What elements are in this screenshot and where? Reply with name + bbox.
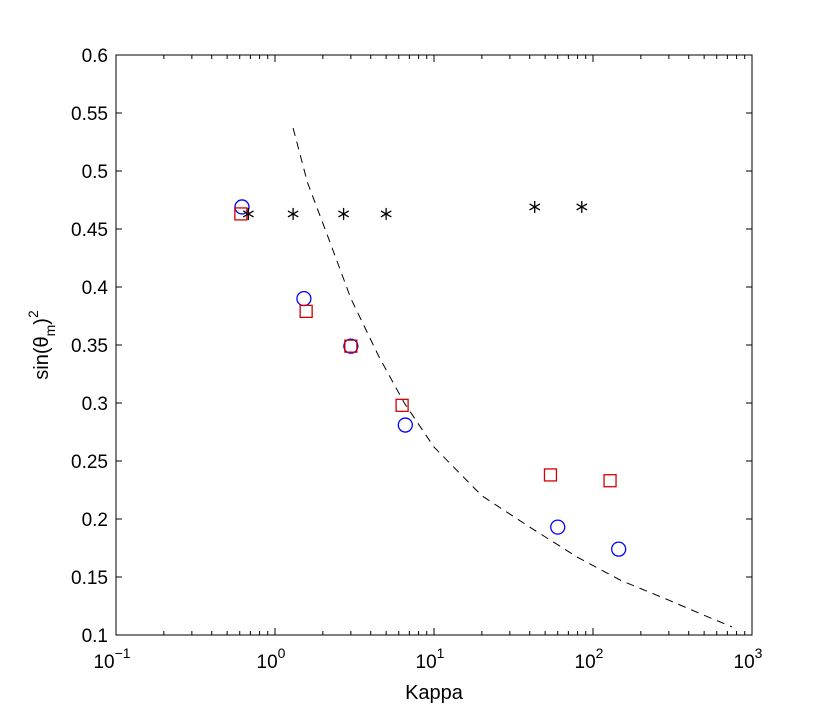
y-tick-label: 0.4 bbox=[82, 278, 109, 299]
plot-area bbox=[116, 55, 752, 635]
x-tick-label-exp: 2 bbox=[596, 645, 604, 661]
y-tick-label: 0.35 bbox=[71, 336, 108, 357]
x-tick-label: 102 bbox=[575, 645, 604, 673]
x-tick-label-base: 10 bbox=[575, 652, 596, 673]
y-tick-label: 0.1 bbox=[82, 626, 108, 647]
y-tick-label: 0.3 bbox=[82, 394, 108, 415]
square-point bbox=[234, 207, 248, 221]
x-axis-title: Kappa bbox=[405, 682, 464, 704]
y-axis-title-sub: m bbox=[42, 325, 58, 337]
asterisk-stroke bbox=[380, 210, 392, 218]
x-tick-label: 103 bbox=[734, 645, 763, 673]
x-tick-label: 10−1 bbox=[93, 645, 130, 673]
square-point bbox=[299, 304, 313, 319]
y-tick-label: 0.25 bbox=[71, 452, 108, 473]
square-point bbox=[543, 468, 558, 482]
x-tick-label-base: 10 bbox=[257, 652, 278, 673]
x-tick-label-base: 10 bbox=[734, 652, 755, 673]
chart-marks bbox=[234, 127, 733, 628]
asterisk-point bbox=[576, 200, 588, 213]
y-tick-label: 0.45 bbox=[71, 220, 108, 241]
dashed-curve bbox=[292, 127, 733, 628]
asterisk-stroke bbox=[338, 210, 350, 218]
y-tick-label: 0.6 bbox=[82, 46, 108, 67]
svg-text:sin(θm)2: sin(θm)2 bbox=[25, 310, 58, 380]
circle-point bbox=[397, 417, 413, 433]
asterisk-point bbox=[242, 207, 254, 220]
square-point bbox=[395, 398, 409, 412]
x-tick-label: 101 bbox=[416, 645, 445, 673]
y-tick-label: 0.5 bbox=[82, 162, 108, 183]
y-axis-title-close: ) bbox=[31, 318, 53, 325]
x-tick-label: 100 bbox=[257, 645, 286, 673]
circle-point bbox=[550, 519, 566, 535]
asterisk-stroke bbox=[576, 203, 588, 211]
asterisk-point bbox=[380, 207, 392, 220]
x-tick-label-exp: −1 bbox=[115, 645, 131, 661]
asterisk-point bbox=[529, 200, 541, 213]
y-tick-label: 0.15 bbox=[71, 568, 108, 589]
x-tick-label-base: 10 bbox=[416, 652, 437, 673]
x-tick-label-exp: 3 bbox=[755, 645, 763, 661]
plot-frame bbox=[115, 54, 753, 636]
asterisk-stroke bbox=[529, 203, 541, 211]
asterisk-point bbox=[287, 207, 299, 220]
asterisk-stroke bbox=[287, 210, 299, 218]
y-axis-title-sup: 2 bbox=[25, 310, 41, 318]
x-tick-label-base: 10 bbox=[93, 652, 114, 673]
y-axis-title-base: sin(θ bbox=[31, 336, 53, 379]
y-axis-title: sin(θm)2 bbox=[25, 310, 58, 380]
square-point bbox=[344, 339, 358, 353]
asterisk-stroke bbox=[242, 210, 254, 218]
circle-point bbox=[611, 541, 627, 557]
square-point bbox=[603, 474, 617, 488]
asterisk-point bbox=[338, 207, 350, 220]
circle-point bbox=[343, 338, 359, 354]
y-tick-label: 0.2 bbox=[82, 510, 108, 531]
chart-axes: 0.10.150.20.250.30.350.40.450.50.550.610… bbox=[71, 46, 763, 673]
y-tick-label: 0.55 bbox=[71, 104, 108, 125]
circle-point bbox=[234, 199, 250, 215]
x-tick-label-exp: 1 bbox=[437, 645, 445, 661]
x-tick-label-exp: 0 bbox=[278, 645, 286, 661]
